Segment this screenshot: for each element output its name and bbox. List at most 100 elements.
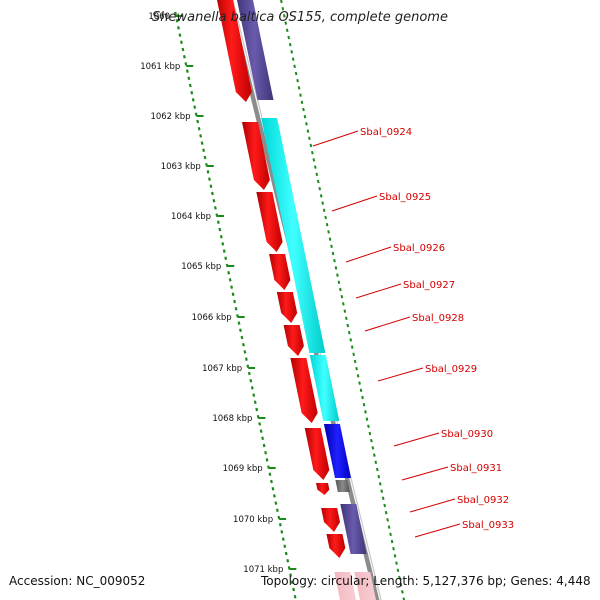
gene-bar-next[interactable] — [334, 572, 358, 600]
outer-guide-dot — [380, 489, 384, 493]
outer-guide-dot — [299, 93, 302, 97]
label-leader-line — [409, 498, 456, 513]
ruler-tick-label: 1066 kbp — [192, 313, 232, 323]
outer-guide-dot — [393, 554, 397, 558]
outer-guide-dot — [312, 158, 316, 162]
gene-arrow-sbal-0928[interactable] — [283, 325, 304, 356]
ruler-dot — [208, 177, 211, 181]
outer-guide-dot — [319, 194, 323, 198]
outer-guide-dot — [281, 6, 285, 11]
ruler-dot — [180, 40, 183, 45]
outer-guide-dot — [373, 453, 376, 457]
ruler-dot — [270, 479, 273, 484]
ruler-dot — [286, 558, 290, 563]
outer-guide-dot — [318, 186, 322, 191]
gene-label[interactable]: Sbal_0925 — [379, 192, 431, 203]
ruler-dot — [292, 587, 296, 592]
ruler-dot — [262, 443, 266, 448]
gene-arrow-sbal-0932[interactable] — [321, 508, 341, 532]
ruler-dot — [290, 580, 294, 585]
gene-label[interactable]: Sbal_0926 — [393, 243, 445, 254]
outer-guide-dot — [333, 258, 336, 263]
gene-label[interactable]: Sbal_0930 — [441, 429, 493, 440]
outer-guide-dot — [309, 143, 313, 148]
outer-guide-dot — [392, 546, 395, 551]
gene-arrow-sbal-0933[interactable] — [326, 534, 346, 558]
outer-guide-dot — [306, 129, 310, 133]
outer-guide-dot — [352, 352, 355, 357]
label-leader-line — [393, 432, 440, 447]
gene-arrow-sbal-0927[interactable] — [276, 292, 298, 323]
gene-arrow-sbal-0931[interactable] — [316, 483, 330, 495]
ruler-dot — [193, 105, 197, 109]
gene-label[interactable]: Sbal_0924 — [360, 127, 412, 138]
ruler-dot — [224, 256, 228, 261]
cds-bar-sbal-0929[interactable] — [309, 355, 340, 421]
gene-label[interactable]: Sbal_0931 — [450, 463, 502, 474]
gene-arrow-sbal-0925[interactable] — [256, 192, 283, 252]
ruler-dot — [222, 249, 226, 253]
genome-title: Shewanella baltica OS155, complete genom… — [152, 10, 448, 25]
outer-guide-dot — [331, 251, 335, 256]
outer-guide-dot — [336, 273, 339, 277]
ruler-dot — [274, 501, 278, 505]
cds-bar-sbal-0924-0928[interactable] — [261, 118, 326, 353]
ruler-dot — [213, 206, 217, 210]
gene-label[interactable]: Sbal_0927 — [403, 280, 455, 291]
label-leader-line — [331, 195, 378, 212]
cds-bar-sbal-0930[interactable] — [323, 424, 351, 478]
cds-bar-sbal-0931[interactable] — [335, 480, 350, 492]
outer-guide-dot — [330, 244, 333, 249]
kbp-ruler: 1060 1061 kbp 1062 kbp 1063 kbp 1064 kbp 1065… — [140, 0, 406, 600]
cds-bar-sbal-0923[interactable] — [235, 0, 274, 100]
ruler-tick-label: 1062 kbp — [150, 112, 190, 122]
gene-label[interactable]: Sbal_0932 — [457, 495, 509, 506]
outer-guide-dot — [383, 503, 386, 508]
outer-guide-dot — [293, 64, 296, 69]
outer-guide-dot — [361, 395, 364, 400]
ruler-tick-label: 1070 kbp — [233, 515, 273, 525]
ruler-dot — [259, 429, 263, 433]
outer-guide-dot — [308, 136, 311, 141]
ruler-dot — [265, 458, 269, 462]
gene-labels: Sbal_0924 Sbal_0925 Sbal_0926 Sbal_0927 Sbal… — [312, 127, 514, 538]
accession-text: Accession: NC_009052 — [9, 574, 146, 588]
gene-arrow-sbal-0929[interactable] — [290, 358, 318, 423]
gene-arrow-sbal-0930[interactable] — [304, 428, 330, 480]
ruler-dot — [283, 544, 287, 549]
outer-guide-dot — [324, 215, 327, 220]
ruler-tick-label: 1068 kbp — [212, 414, 252, 424]
outer-guide-dot — [356, 374, 360, 378]
gene-label[interactable]: Sbal_0933 — [462, 520, 514, 531]
outer-guide-dot — [340, 294, 344, 299]
ruler-dot — [255, 407, 259, 412]
ruler-dot — [284, 551, 288, 556]
outer-guide-dot — [294, 71, 298, 76]
ruler-dot — [243, 350, 247, 354]
ruler-dot — [196, 119, 200, 124]
outer-guide-dot — [384, 510, 388, 515]
ruler-dot — [231, 292, 235, 297]
gene-label[interactable]: Sbal_0929 — [425, 364, 477, 375]
gene-arrow-sbal-0926[interactable] — [269, 254, 291, 290]
gene-arrow-sbal-0924[interactable] — [242, 122, 270, 190]
cds-bar-next[interactable] — [354, 572, 378, 600]
ruler-dot — [209, 184, 213, 189]
outer-guide-dot — [342, 302, 345, 306]
gene-arrow-sbal-0923[interactable] — [215, 0, 252, 102]
outer-guide-dot — [316, 179, 320, 184]
outer-guide-dot — [364, 410, 367, 414]
gene-label[interactable]: Sbal_0928 — [412, 313, 464, 324]
outer-guide-dot — [349, 338, 353, 342]
ruler-tick-label: 1065 kbp — [181, 262, 221, 272]
ruler-dot — [216, 220, 220, 225]
outer-guide-dot — [377, 474, 381, 479]
ruler-dot — [275, 508, 279, 513]
ruler-dot — [268, 472, 272, 477]
ruler-tick-label: 1064 kbp — [171, 212, 211, 222]
cds-bar-sbal-0932-0933[interactable] — [340, 504, 367, 554]
outer-guide-dot — [280, 0, 283, 4]
ruler-dot — [230, 285, 234, 289]
ruler-dot — [249, 378, 253, 383]
outer-guide-dot — [374, 460, 378, 465]
